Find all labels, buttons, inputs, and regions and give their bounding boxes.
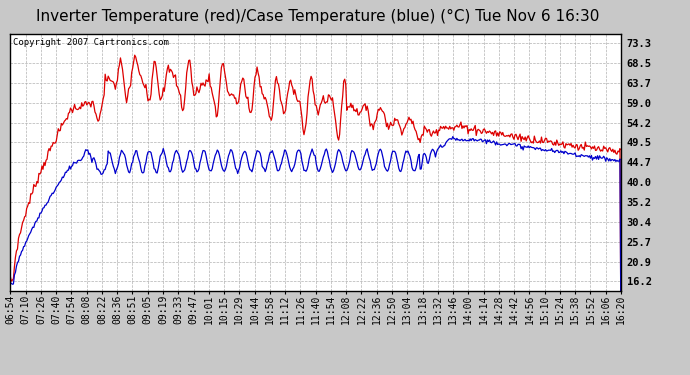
Text: Inverter Temperature (red)/Case Temperature (blue) (°C) Tue Nov 6 16:30: Inverter Temperature (red)/Case Temperat… <box>36 9 599 24</box>
Text: Copyright 2007 Cartronics.com: Copyright 2007 Cartronics.com <box>13 38 169 46</box>
